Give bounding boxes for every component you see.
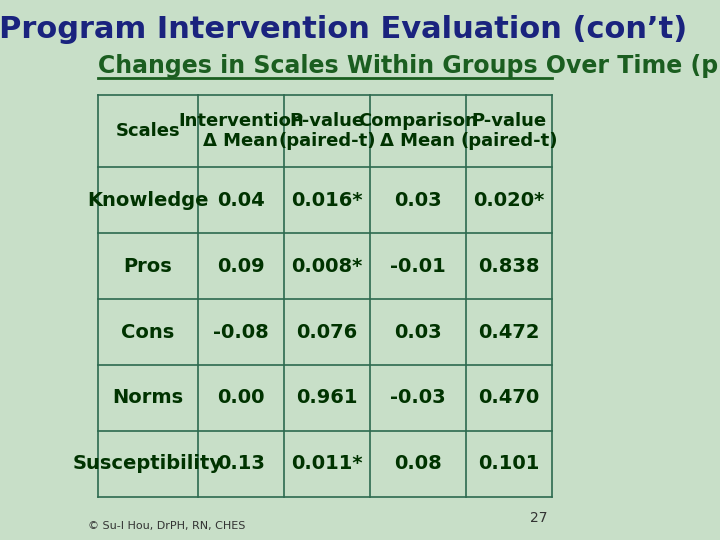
Text: Intervention
Δ Mean: Intervention Δ Mean	[178, 112, 304, 150]
Text: 0.13: 0.13	[217, 454, 265, 474]
Text: 0.470: 0.470	[478, 388, 539, 408]
Text: 0.838: 0.838	[478, 256, 539, 276]
Text: 0.011*: 0.011*	[292, 454, 363, 474]
Text: 0.00: 0.00	[217, 388, 264, 408]
Text: 0.04: 0.04	[217, 191, 265, 210]
Text: Norms: Norms	[112, 388, 183, 408]
Text: 0.008*: 0.008*	[292, 256, 363, 276]
Text: -0.03: -0.03	[390, 388, 446, 408]
Text: -0.01: -0.01	[390, 256, 446, 276]
Text: 0.08: 0.08	[394, 454, 442, 474]
Text: 0.09: 0.09	[217, 256, 264, 276]
Text: Cons: Cons	[121, 322, 174, 342]
Text: 0.472: 0.472	[478, 322, 539, 342]
Text: P-value
(paired-t): P-value (paired-t)	[279, 112, 376, 150]
Text: 0.076: 0.076	[297, 322, 358, 342]
Text: Knowledge: Knowledge	[87, 191, 208, 210]
Text: 0.101: 0.101	[478, 454, 539, 474]
Text: 0.016*: 0.016*	[292, 191, 363, 210]
Text: Changes in Scales Within Groups Over Time (pre- &: Changes in Scales Within Groups Over Tim…	[98, 54, 720, 78]
Text: 0.03: 0.03	[394, 322, 442, 342]
Text: © Su-I Hou, DrPH, RN, CHES: © Su-I Hou, DrPH, RN, CHES	[88, 522, 246, 531]
Text: 0.020*: 0.020*	[473, 191, 544, 210]
Text: 0.03: 0.03	[394, 191, 442, 210]
Text: Pros: Pros	[123, 256, 172, 276]
Text: 27: 27	[530, 511, 547, 525]
Text: Comparison
Δ Mean: Comparison Δ Mean	[358, 112, 478, 150]
Text: -0.08: -0.08	[213, 322, 269, 342]
Text: Scales: Scales	[115, 122, 180, 140]
Text: 0.961: 0.961	[297, 388, 358, 408]
Text: P-value
(paired-t): P-value (paired-t)	[460, 112, 557, 150]
Text: ✠ Program Intervention Evaluation (con’t): ✠ Program Intervention Evaluation (con’t…	[0, 15, 687, 44]
Text: Susceptibility: Susceptibility	[73, 454, 222, 474]
